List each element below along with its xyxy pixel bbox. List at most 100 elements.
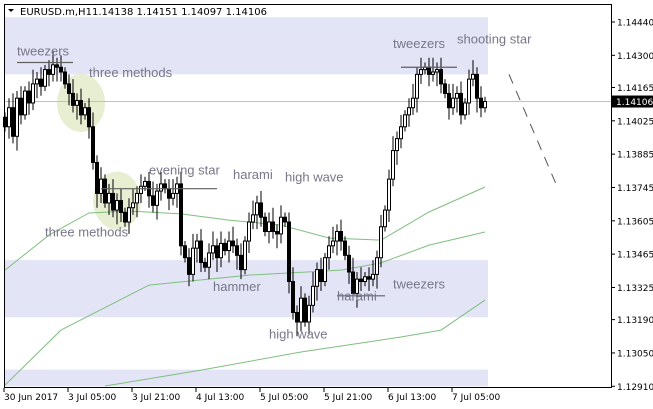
bearish-candle xyxy=(95,161,99,194)
bearish-candle xyxy=(167,188,171,199)
bullish-candle xyxy=(243,240,247,271)
moving-average-line xyxy=(104,299,486,387)
bullish-candle xyxy=(247,221,251,242)
bearish-candle xyxy=(215,245,219,259)
current-price-badge xyxy=(612,95,653,108)
bullish-candle xyxy=(31,83,35,104)
x-tick-label: 4 Jul 13:00 xyxy=(196,393,245,403)
bullish-candle xyxy=(35,78,39,85)
bullish-candle xyxy=(407,107,411,116)
bullish-candle xyxy=(207,252,211,268)
bullish-candle xyxy=(51,64,55,75)
bullish-candle xyxy=(299,297,303,323)
bearish-candle xyxy=(19,97,23,116)
bearish-candle xyxy=(47,69,51,75)
y-tick-label: 1.14025 xyxy=(617,117,653,127)
bearish-candle xyxy=(339,231,343,242)
bullish-candle xyxy=(115,200,119,211)
bearish-candle xyxy=(59,66,63,73)
bullish-candle xyxy=(195,240,199,249)
bullish-candle xyxy=(387,178,391,211)
bearish-candle xyxy=(151,195,155,206)
pattern-label: evening star xyxy=(149,162,220,177)
bearish-candle xyxy=(183,245,187,259)
bullish-candle xyxy=(455,92,459,99)
bullish-candle xyxy=(159,183,163,192)
bullish-candle xyxy=(107,192,111,204)
bullish-candle xyxy=(403,114,407,128)
x-tick-label: 30 Jun 2017 xyxy=(4,393,58,403)
chart-header: EURUSD.m,H1 1.14138 1.14151 1.14097 1.14… xyxy=(8,7,267,18)
bullish-candle xyxy=(135,192,139,204)
bearish-candle xyxy=(199,240,203,263)
pattern-label: tweezers xyxy=(393,277,446,292)
bullish-candle xyxy=(43,69,47,87)
support-resistance-zone xyxy=(5,369,488,387)
bullish-candle xyxy=(355,278,359,294)
x-tick-label: 6 Jul 13:00 xyxy=(388,393,437,403)
bullish-candle xyxy=(267,221,271,233)
bearish-candle xyxy=(367,276,371,280)
bullish-candle xyxy=(191,247,195,275)
pattern-label: shooting star xyxy=(457,31,532,46)
bearish-candle xyxy=(67,83,71,94)
bullish-candle xyxy=(451,97,455,109)
bearish-candle xyxy=(239,254,243,271)
forecast-dashed-line xyxy=(508,74,558,187)
bullish-candle xyxy=(23,90,27,116)
bullish-candle xyxy=(219,242,223,259)
bullish-candle xyxy=(323,257,327,283)
bearish-candle xyxy=(447,92,451,109)
bullish-candle xyxy=(83,107,87,116)
bearish-candle xyxy=(91,126,95,163)
bearish-candle xyxy=(427,66,431,75)
bullish-candle xyxy=(379,226,383,259)
bearish-candle xyxy=(287,221,291,283)
bullish-candle xyxy=(363,276,367,283)
bearish-candle xyxy=(55,64,59,68)
bullish-candle xyxy=(435,69,439,73)
bearish-candle xyxy=(111,192,115,211)
y-tick-label: 1.13465 xyxy=(617,251,653,261)
pattern-label: tweezers xyxy=(17,43,70,58)
x-tick-label: 3 Jul 05:00 xyxy=(68,393,117,403)
bearish-candle xyxy=(231,240,235,247)
bullish-candle xyxy=(399,126,403,140)
bearish-candle xyxy=(71,92,75,106)
bearish-candle xyxy=(263,216,267,233)
bullish-candle xyxy=(311,285,315,306)
bullish-candle xyxy=(75,100,79,106)
y-tick-label: 1.13325 xyxy=(617,284,653,294)
bearish-candle xyxy=(343,240,347,256)
bullish-candle xyxy=(315,269,319,287)
y-tick-label: 1.14165 xyxy=(617,84,653,94)
triangle-down-icon[interactable] xyxy=(8,9,14,12)
bullish-candle xyxy=(411,97,415,109)
bearish-candle xyxy=(347,254,351,273)
bullish-candle xyxy=(171,192,175,199)
pattern-label: harami xyxy=(233,167,273,182)
current-price-label: 1.14106 xyxy=(616,98,653,108)
pattern-label: harami xyxy=(337,289,377,304)
y-tick-label: 1.13050 xyxy=(617,349,653,359)
bearish-candle xyxy=(235,245,239,256)
symbol-label: EURUSD.m,H1 xyxy=(20,7,92,18)
bearish-candle xyxy=(203,261,207,268)
bearish-candle xyxy=(119,200,123,213)
bearish-candle xyxy=(223,242,227,252)
bearish-candle xyxy=(187,257,191,275)
bearish-candle xyxy=(303,297,307,323)
bearish-candle xyxy=(123,211,127,223)
bullish-candle xyxy=(471,73,475,80)
pattern-label: tweezers xyxy=(393,36,446,51)
bearish-candle xyxy=(27,90,31,104)
bearish-candle xyxy=(259,202,263,218)
bearish-candle xyxy=(291,281,295,313)
bullish-candle xyxy=(211,245,215,254)
bearish-candle xyxy=(179,183,183,247)
bearish-candle xyxy=(359,278,363,283)
x-tick-label: 3 Jul 21:00 xyxy=(132,393,181,403)
bearish-candle xyxy=(275,231,279,235)
bullish-candle xyxy=(307,304,311,323)
